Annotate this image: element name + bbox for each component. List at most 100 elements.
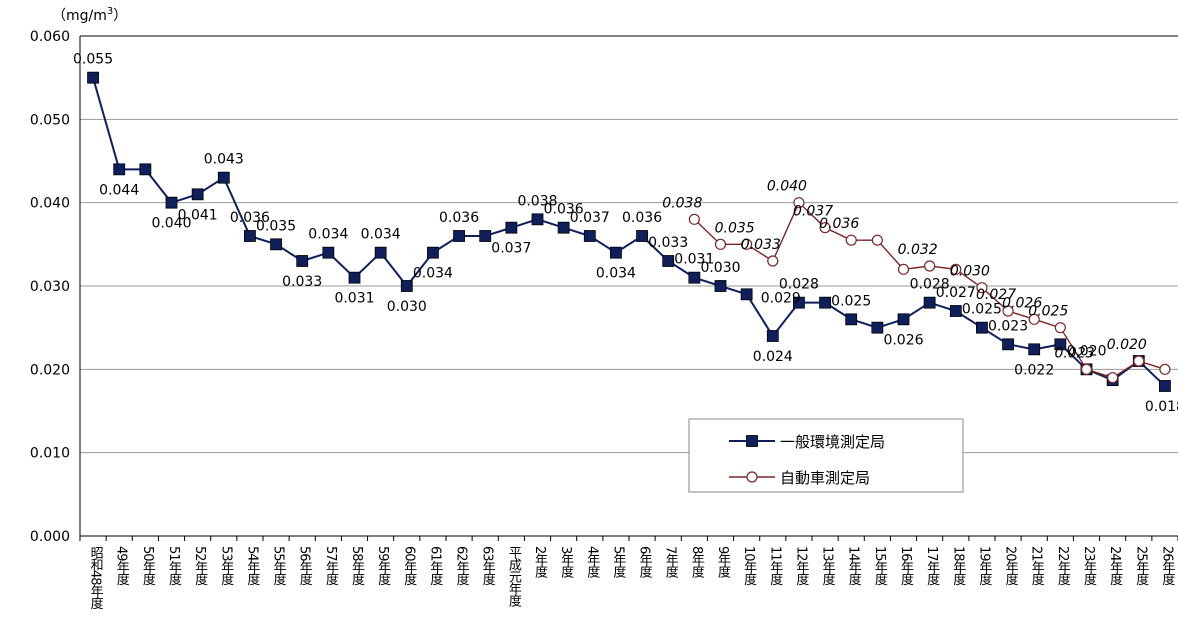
series-point [897, 263, 910, 275]
data-label: 0.023 [988, 318, 1028, 334]
series-point [87, 71, 99, 84]
series-point [636, 230, 648, 242]
x-tick-label: 12年度 [793, 546, 809, 586]
x-tick-label: 17年度 [924, 546, 940, 586]
data-label: 0.022 [1014, 362, 1054, 378]
x-tick-label: 54年度 [244, 546, 260, 586]
series-point [923, 296, 936, 309]
x-tick-label: 60年度 [401, 546, 417, 586]
x-tick-label: 2年度 [532, 546, 548, 579]
data-label: 0.030 [700, 260, 740, 276]
series-point [1107, 372, 1119, 384]
y-tick-label: 0.000 [30, 529, 70, 545]
series-point [1002, 338, 1014, 351]
series-point [531, 213, 544, 226]
data-label: 0.036 [230, 210, 270, 226]
data-label: 0.024 [753, 349, 793, 365]
series-point [714, 238, 727, 250]
data-label: 0.025 [831, 293, 871, 309]
data-label: 0.036 [819, 216, 859, 232]
series-point [871, 234, 883, 246]
x-tick-label: 22年度 [1055, 546, 1071, 586]
series-point [610, 246, 622, 259]
series-point [897, 313, 910, 326]
x-tick-label: 19年度 [976, 546, 992, 586]
series-point [322, 246, 335, 259]
series-point [845, 234, 857, 246]
series-point [819, 296, 831, 309]
x-tick-label: 昭和48年度 [88, 546, 104, 610]
series-point [819, 222, 831, 234]
x-tick-label: 18年度 [950, 546, 966, 586]
x-tick-label: 26年度 [1159, 546, 1175, 586]
x-tick-label: 7年度 [663, 546, 679, 579]
data-label: 0.028 [779, 277, 819, 293]
x-tick-labels: 昭和48年度 49年度 50年度 51年度 52年度 53年度 54年度 55年度 56年度 57… [88, 546, 1175, 610]
series-point [296, 255, 309, 267]
data-label: 0.035 [256, 218, 296, 234]
series-point [767, 255, 779, 267]
series-point [845, 313, 858, 326]
data-label: 0.037 [570, 210, 610, 226]
series-point [688, 271, 701, 284]
series-point [400, 280, 413, 292]
series-point [688, 213, 700, 225]
data-label: 0.030 [950, 264, 990, 280]
series-point [427, 246, 439, 259]
series-point [714, 280, 727, 292]
x-tick-label: 24年度 [1107, 546, 1123, 586]
series-point [270, 238, 282, 251]
x-tick-label: 59年度 [375, 546, 391, 586]
x-tick-label: 50年度 [140, 546, 156, 586]
x-tick-label: 10年度 [741, 546, 757, 586]
series-point [766, 330, 779, 342]
series-point [950, 263, 962, 275]
series [87, 71, 1171, 392]
x-tick-label: 11年度 [767, 546, 783, 586]
x-tick-label: 13年度 [820, 546, 836, 586]
x-tick-label: 63年度 [480, 546, 496, 586]
x-tick-label: 25年度 [1133, 546, 1149, 586]
series-point [479, 230, 492, 242]
series-point [1159, 363, 1171, 375]
series-point [793, 197, 805, 209]
legend-label: 自動車測定局 [780, 469, 870, 487]
series-point [1133, 355, 1145, 367]
data-label: 0.026 [1002, 295, 1042, 311]
data-label: 0.037 [793, 204, 833, 220]
x-tick-label: 4年度 [584, 546, 600, 579]
legend-box [688, 418, 964, 493]
data-label: 0.041 [178, 207, 218, 223]
x-tick-label: 9年度 [715, 546, 731, 579]
unit-close: ） [113, 8, 127, 24]
data-label: 0.034 [413, 266, 453, 282]
data-labels: 0.0550.0440.0400.0410.0430.0360.0350.033… [73, 52, 1178, 415]
series-point [871, 321, 884, 334]
data-label: 0.034 [308, 227, 348, 243]
data-label: 0.031 [334, 291, 374, 307]
x-tick-label: 15年度 [872, 546, 888, 586]
data-label: 0.027 [976, 287, 1016, 303]
x-tick-label: 6年度 [637, 546, 653, 579]
data-label: 0.033 [741, 237, 781, 253]
data-label: 0.034 [596, 266, 636, 282]
series-point [1159, 380, 1171, 392]
data-label: 0.035 [715, 220, 755, 236]
x-tick-label: 21年度 [1029, 546, 1045, 586]
series-point [976, 321, 988, 334]
unit-superscript: 3 [107, 6, 113, 17]
series-point [165, 196, 178, 209]
y-tick-label: 0.020 [30, 362, 70, 378]
data-label: 0.033 [282, 274, 322, 290]
x-tick-label: 5年度 [610, 546, 626, 579]
data-label: 0.028 [910, 277, 950, 293]
legend-label: 一般環境測定局 [780, 433, 885, 451]
data-label: 0.023 [1054, 345, 1094, 361]
series-point [191, 188, 204, 201]
x-tick-label: 8年度 [689, 546, 705, 579]
data-label: 0.020 [1107, 337, 1147, 353]
data-label: 0.036 [439, 210, 479, 226]
y-axis-unit-label: （mg/m3） [52, 6, 127, 24]
data-label: 0.040 [767, 179, 807, 195]
